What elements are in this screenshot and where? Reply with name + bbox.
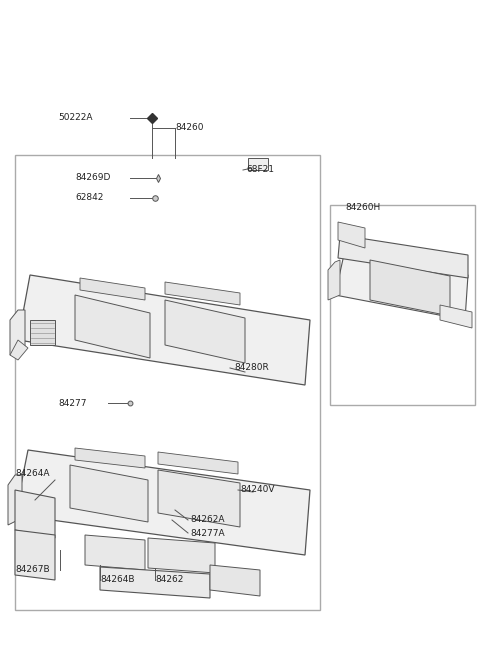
Polygon shape xyxy=(15,450,310,555)
Polygon shape xyxy=(75,448,145,468)
Text: 84267B: 84267B xyxy=(15,565,49,574)
Polygon shape xyxy=(165,300,245,363)
Polygon shape xyxy=(148,538,215,573)
Polygon shape xyxy=(158,452,238,474)
Polygon shape xyxy=(30,320,55,345)
Polygon shape xyxy=(8,475,22,525)
Polygon shape xyxy=(210,565,260,596)
Text: 50222A: 50222A xyxy=(58,113,93,122)
Polygon shape xyxy=(15,530,55,580)
Polygon shape xyxy=(338,222,365,248)
Bar xyxy=(330,205,475,405)
Text: 84262: 84262 xyxy=(155,576,183,584)
Polygon shape xyxy=(18,275,310,385)
Polygon shape xyxy=(440,305,472,328)
Polygon shape xyxy=(85,535,145,570)
Polygon shape xyxy=(10,310,25,355)
Polygon shape xyxy=(70,465,148,522)
Text: 84264A: 84264A xyxy=(15,468,49,477)
Polygon shape xyxy=(15,490,55,538)
Polygon shape xyxy=(370,260,450,316)
Text: 84264B: 84264B xyxy=(100,576,134,584)
Text: 84260: 84260 xyxy=(175,124,204,132)
Polygon shape xyxy=(100,567,210,598)
Polygon shape xyxy=(10,340,28,360)
Polygon shape xyxy=(248,158,268,170)
Polygon shape xyxy=(165,282,240,305)
Text: 84269D: 84269D xyxy=(75,174,110,183)
Text: 68F21: 68F21 xyxy=(246,166,274,174)
Polygon shape xyxy=(338,235,468,278)
Bar xyxy=(15,155,320,610)
Text: 84262A: 84262A xyxy=(190,515,225,525)
Text: 84260H: 84260H xyxy=(345,202,380,212)
Polygon shape xyxy=(328,260,340,300)
Polygon shape xyxy=(75,295,150,358)
Text: 84277A: 84277A xyxy=(190,529,225,538)
Text: 84280R: 84280R xyxy=(234,364,269,373)
Polygon shape xyxy=(158,470,240,527)
Polygon shape xyxy=(335,250,468,320)
Polygon shape xyxy=(80,278,145,300)
Text: 84277: 84277 xyxy=(58,398,86,407)
Text: 84240V: 84240V xyxy=(240,485,275,495)
Text: 62842: 62842 xyxy=(75,193,103,202)
